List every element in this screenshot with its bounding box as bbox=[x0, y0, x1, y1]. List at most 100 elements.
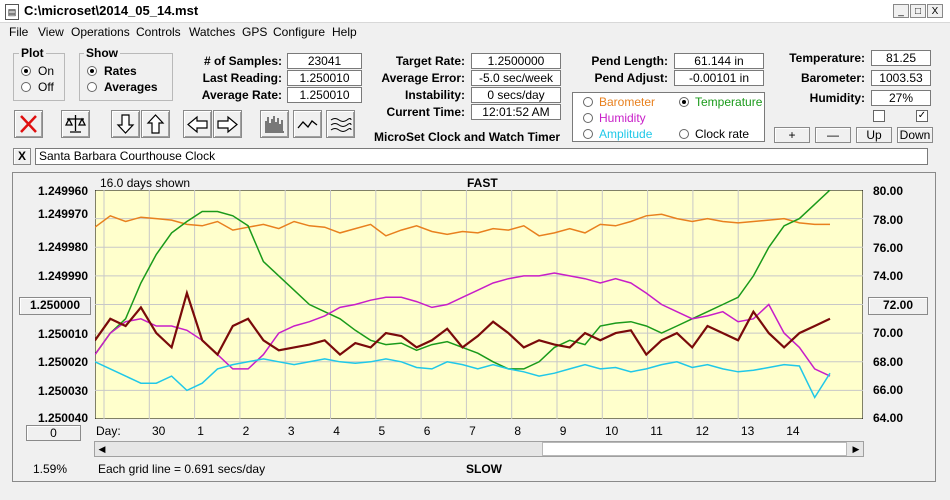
right-tick: 78.00 bbox=[873, 213, 904, 227]
env-checkbox-1[interactable] bbox=[873, 110, 885, 122]
target-rate-label: Target Rate: bbox=[395, 54, 465, 68]
last-reading-label: Last Reading: bbox=[202, 71, 282, 85]
plot-on-radio[interactable] bbox=[21, 66, 31, 76]
clock-rate-radio[interactable] bbox=[679, 129, 689, 139]
wave-button[interactable] bbox=[293, 110, 322, 138]
menu-view[interactable]: View bbox=[38, 25, 64, 39]
arrow-down-icon bbox=[116, 114, 135, 134]
samples-label: # of Samples: bbox=[203, 54, 282, 68]
current-time-label: Current Time: bbox=[386, 105, 465, 119]
title-bar: ▤ C:\microset\2014_05_14.mst _ □ X bbox=[0, 0, 950, 23]
arrow-up-icon bbox=[146, 114, 165, 134]
x-tick-label: 14 bbox=[786, 424, 800, 438]
stop-button[interactable] bbox=[14, 110, 43, 138]
right-center-button[interactable]: 72.00 bbox=[868, 297, 928, 315]
scroll-left-arrow-icon[interactable]: ◀ bbox=[98, 444, 106, 454]
menu-gps[interactable]: GPS bbox=[242, 25, 268, 39]
maximize-button[interactable]: □ bbox=[910, 4, 926, 18]
average-rate-label: Average Rate: bbox=[201, 88, 282, 102]
menu-configure[interactable]: Configure bbox=[273, 25, 326, 39]
minimize-button[interactable]: _ bbox=[893, 4, 909, 18]
offset-button[interactable]: 0 bbox=[26, 425, 81, 441]
barometer-value: 1003.53 bbox=[871, 70, 931, 86]
app-icon[interactable]: ▤ bbox=[5, 4, 19, 20]
target-rate-value[interactable]: 1.2500000 bbox=[471, 53, 561, 69]
arrow-up-button[interactable] bbox=[141, 110, 170, 138]
scroll-right-arrow-icon[interactable]: ▶ bbox=[852, 444, 860, 454]
humidity-radio[interactable] bbox=[583, 113, 593, 123]
temperature-label: Temperature: bbox=[789, 51, 865, 65]
balance-scale-icon bbox=[64, 115, 87, 133]
down-button[interactable]: Down bbox=[897, 127, 933, 143]
barometer-option: Barometer bbox=[599, 95, 656, 109]
average-error-value: -5.0 sec/week bbox=[471, 70, 561, 86]
temperature-value: 81.25 bbox=[871, 50, 931, 66]
histogram-button[interactable] bbox=[260, 110, 289, 138]
right-tick: 76.00 bbox=[873, 241, 904, 255]
clock-rate-option: Clock rate bbox=[695, 127, 750, 141]
temperature-radio[interactable] bbox=[679, 97, 689, 107]
menu-operations[interactable]: Operations bbox=[71, 25, 130, 39]
days-shown-label: 16.0 days shown bbox=[100, 176, 191, 190]
env-checkbox-2[interactable]: ✓ bbox=[916, 110, 928, 122]
histogram-icon bbox=[265, 116, 284, 133]
x-tick-label: 1 bbox=[197, 424, 204, 438]
x-tick-label: 12 bbox=[695, 424, 709, 438]
arrow-left-button[interactable] bbox=[183, 110, 212, 138]
plot-group-label: Plot bbox=[19, 46, 46, 60]
slow-label: SLOW bbox=[466, 462, 502, 476]
average-rate-value: 1.250010 bbox=[287, 87, 362, 103]
minus-button[interactable]: — bbox=[815, 127, 851, 143]
barometer-radio[interactable] bbox=[583, 97, 593, 107]
left-tick: 1.249980 bbox=[37, 240, 88, 254]
close-x-icon bbox=[20, 115, 37, 133]
balance-button[interactable] bbox=[61, 110, 90, 138]
x-tick-label: 4 bbox=[333, 424, 340, 438]
left-tick: 1.249970 bbox=[37, 207, 88, 221]
menu-controls[interactable]: Controls bbox=[136, 25, 181, 39]
x-tick-label: 7 bbox=[469, 424, 476, 438]
instability-value: 0 secs/day bbox=[471, 87, 561, 103]
x-tick-label: 13 bbox=[740, 424, 755, 438]
plot-area bbox=[95, 190, 863, 419]
menu-bar: File View Operations Controls Watches GP… bbox=[0, 23, 950, 43]
arrow-right-button[interactable] bbox=[213, 110, 242, 138]
barometer-label: Barometer: bbox=[800, 71, 865, 85]
plot-off-radio[interactable] bbox=[21, 82, 31, 92]
right-tick: 66.00 bbox=[873, 383, 904, 397]
show-group-label: Show bbox=[84, 46, 120, 60]
x-tick-label: 2 bbox=[242, 424, 250, 438]
show-averages-radio[interactable] bbox=[87, 82, 97, 92]
menu-watches[interactable]: Watches bbox=[189, 25, 236, 39]
show-rates-radio[interactable] bbox=[87, 66, 97, 76]
multi-wave-button[interactable] bbox=[326, 110, 355, 138]
show-averages-label: Averages bbox=[104, 80, 158, 94]
amplitude-radio[interactable] bbox=[583, 129, 593, 139]
sensor-select-box bbox=[572, 92, 765, 142]
series-line-amplitude bbox=[95, 358, 831, 400]
right-tick: 74.00 bbox=[873, 269, 904, 283]
clear-clock-button[interactable]: X bbox=[13, 148, 31, 165]
x-tick-label: 10 bbox=[605, 424, 619, 438]
left-tick: 1.249960 bbox=[37, 184, 88, 198]
left-tick: 1.250020 bbox=[37, 355, 88, 369]
clock-name-field[interactable]: Santa Barbara Courthouse Clock bbox=[35, 148, 928, 165]
menu-file[interactable]: File bbox=[9, 25, 29, 39]
plot-on-label: On bbox=[38, 64, 55, 78]
pend-adjust-value: -0.00101 in bbox=[674, 70, 764, 86]
current-time-value: 12:01:52 AM bbox=[471, 104, 561, 120]
arrow-right-icon bbox=[217, 115, 238, 134]
left-center-button[interactable]: 1.250000 bbox=[19, 297, 91, 315]
menu-help[interactable]: Help bbox=[332, 25, 357, 39]
arrow-down-button[interactable] bbox=[111, 110, 140, 138]
arrow-left-icon bbox=[187, 115, 208, 134]
average-error-label: Average Error: bbox=[381, 71, 465, 85]
humidity-label: Humidity: bbox=[809, 91, 865, 105]
close-button[interactable]: X bbox=[927, 4, 943, 18]
scroll-thumb[interactable] bbox=[542, 442, 847, 456]
plus-button[interactable]: + bbox=[774, 127, 810, 143]
up-button[interactable]: Up bbox=[856, 127, 892, 143]
multi-wave-icon bbox=[330, 118, 352, 132]
pend-length-value[interactable]: 61.144 in bbox=[674, 53, 764, 69]
left-tick: 1.250040 bbox=[37, 411, 88, 425]
